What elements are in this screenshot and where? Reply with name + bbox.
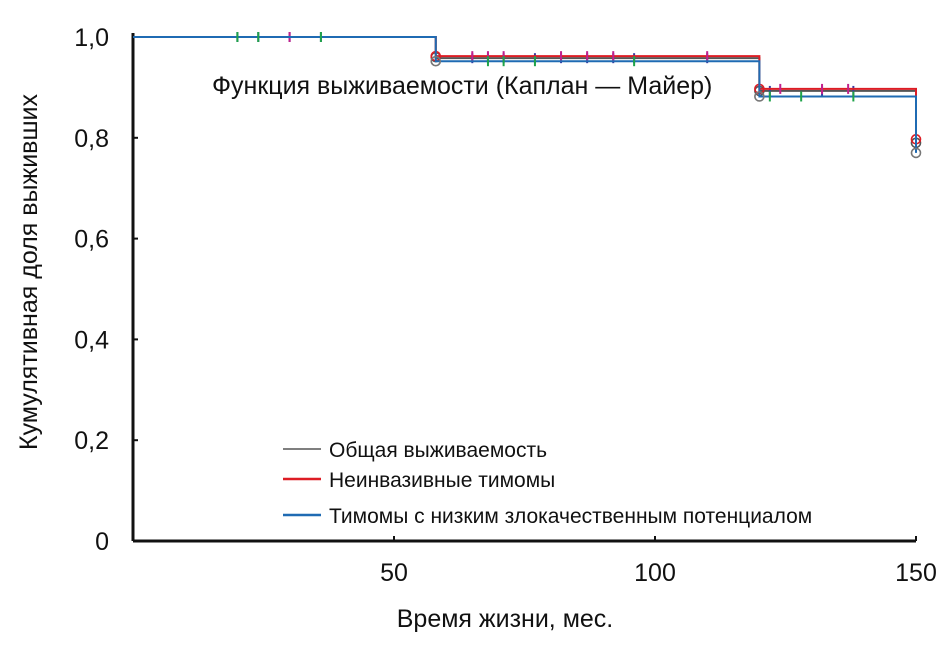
y-tick-label: 0,4: [74, 326, 109, 354]
legend-label: Неинвазивные тимомы: [329, 469, 555, 492]
event-marker: [430, 55, 442, 67]
y-axis-title: Кумулятивная доля выживших: [15, 94, 43, 450]
tick-labels: 50 100 150 0 0,2 0,4 0,6 0,8 1,0: [74, 24, 937, 587]
legend-label: Общая выживаемость: [329, 439, 547, 462]
series-line: [133, 36, 917, 153]
legend: Общая выживаемость Неинвазивные тимомы Тим…: [283, 439, 812, 528]
x-tick-label: 50: [380, 559, 408, 587]
y-tick-label: 0,8: [74, 125, 109, 153]
y-tick-label: 0,2: [74, 427, 109, 455]
x-tick-label: 150: [895, 559, 937, 587]
axes: [131, 33, 917, 543]
x-tick-label: 100: [634, 559, 676, 587]
chart-title: Функция выживаемости (Каплан — Майер): [212, 72, 712, 100]
series-layer: [133, 32, 922, 159]
y-tick-label: 1,0: [74, 24, 109, 52]
y-tick-label: 0,6: [74, 226, 109, 254]
y-tick-label: 0: [95, 528, 109, 556]
legend-label: Тимомы с низким злокачественным потенциа…: [329, 505, 812, 528]
event-marker: [910, 147, 922, 159]
event-marker: [754, 91, 765, 102]
series-group: [133, 32, 922, 159]
x-axis-title: Время жизни, мес.: [397, 605, 614, 633]
